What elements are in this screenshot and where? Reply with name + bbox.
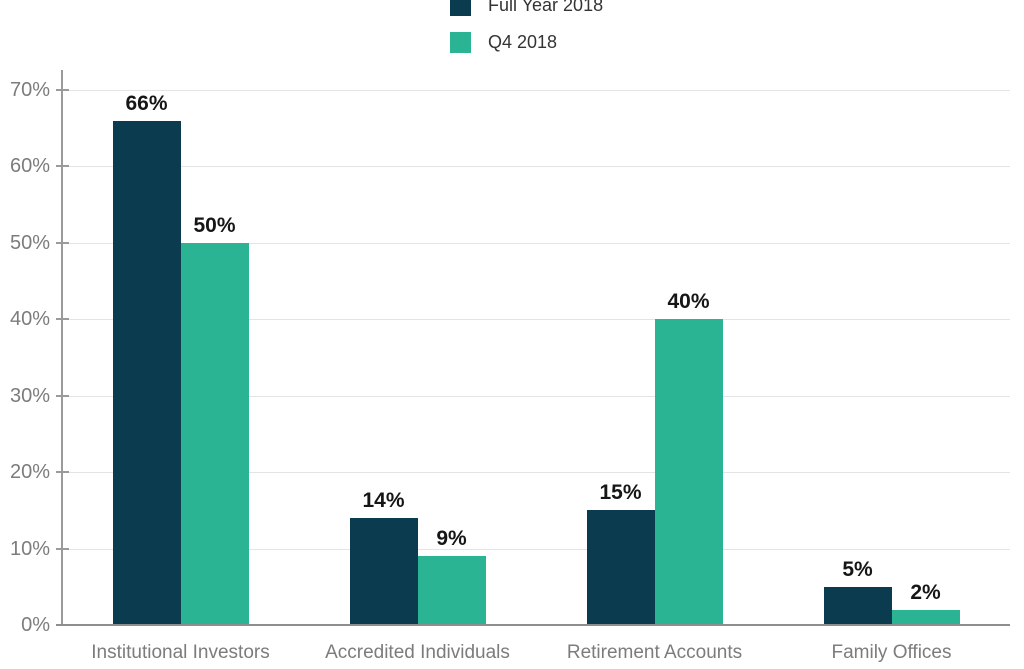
gridline-20	[62, 472, 1010, 474]
y-axis-tick-label-20: 20%	[9, 461, 50, 484]
gridline-10	[62, 548, 1010, 550]
y-axis-tick-label-10: 10%	[9, 537, 50, 560]
value-label-full-year-2018-accredited-individuals: 14%	[362, 489, 405, 512]
gridline-40	[62, 319, 1010, 321]
y-axis-tick-label-70: 70%	[9, 79, 50, 101]
x-axis-category-label-accredited-individuals: Accredited Individuals	[325, 642, 510, 663]
value-label-q4-2018-family-offices: 2%	[910, 580, 941, 604]
value-label-full-year-2018-family-offices: 5%	[842, 557, 873, 581]
x-axis-category-label-retirement-accounts: Retirement Accounts	[566, 642, 743, 663]
legend-swatch-q4-2018	[450, 32, 471, 53]
y-axis-tick-label-50: 50%	[9, 231, 50, 254]
bar-full-year-2018-family-offices	[823, 586, 892, 625]
bar-full-year-2018-accredited-individuals	[349, 518, 418, 625]
gridline-50	[62, 242, 1010, 244]
value-label-q4-2018-accredited-individuals: 9%	[436, 527, 467, 551]
y-axis-line	[61, 70, 63, 625]
bar-q4-2018-institutional-investors	[180, 242, 249, 625]
legend-label-full-year-2018: Full Year 2018	[488, 0, 604, 15]
x-axis-category-label-family-offices: Family Offices	[831, 642, 952, 663]
bar-full-year-2018-institutional-investors	[112, 120, 181, 625]
value-label-q4-2018-institutional-investors: 50%	[193, 213, 236, 237]
legend-item-full-year-2018: Full Year 2018	[450, 0, 670, 16]
y-axis-tick-label-0: 0%	[21, 614, 50, 636]
y-axis-tick-label-40: 40%	[9, 308, 50, 331]
bar-q4-2018-accredited-individuals	[417, 556, 486, 625]
y-axis-tick-label-30: 30%	[9, 384, 50, 407]
x-axis-category-label-institutional-investors: Institutional Investors	[91, 642, 270, 663]
bar-q4-2018-retirement-accounts	[654, 319, 723, 625]
y-axis-tick-label-60: 60%	[9, 155, 50, 178]
gridline-60	[62, 166, 1010, 168]
value-label-full-year-2018-retirement-accounts: 15%	[599, 481, 642, 505]
gridline-30	[62, 395, 1010, 397]
legend-swatch-full-year-2018	[450, 0, 471, 16]
value-label-full-year-2018-institutional-investors: 66%	[125, 91, 168, 115]
legend-item-q4-2018: Q4 2018	[450, 32, 670, 53]
gridline-70	[62, 90, 1010, 91]
bar-q4-2018-family-offices	[891, 609, 960, 625]
x-axis-baseline	[56, 624, 1010, 626]
value-label-q4-2018-retirement-accounts: 40%	[667, 290, 710, 314]
bar-full-year-2018-retirement-accounts	[586, 510, 655, 625]
legend-label-q4-2018: Q4 2018	[488, 32, 558, 52]
